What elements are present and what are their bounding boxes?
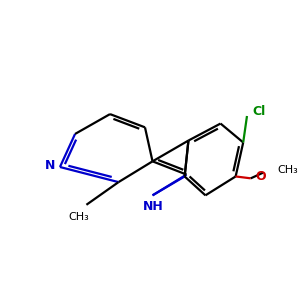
Text: O: O: [256, 170, 266, 183]
Text: CH₃: CH₃: [68, 212, 89, 222]
Text: Cl: Cl: [253, 105, 266, 118]
Text: NH: NH: [143, 200, 164, 213]
Text: N: N: [45, 159, 56, 172]
Text: CH₃: CH₃: [277, 165, 298, 175]
